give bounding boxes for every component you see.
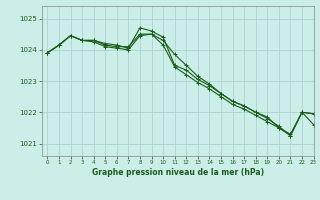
X-axis label: Graphe pression niveau de la mer (hPa): Graphe pression niveau de la mer (hPa) [92, 168, 264, 177]
